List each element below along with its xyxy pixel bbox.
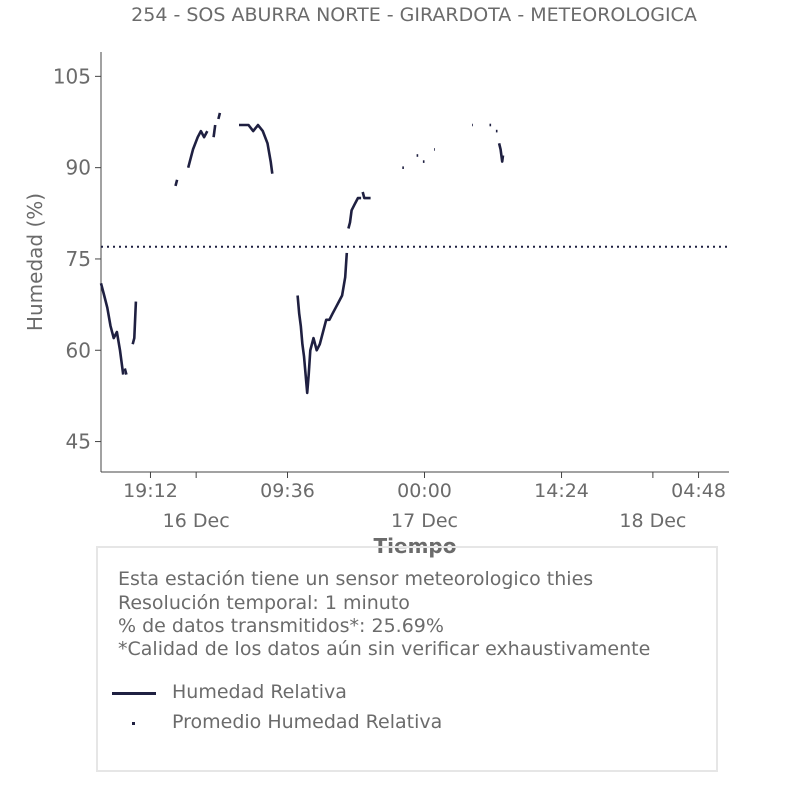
humidity-line-segment bbox=[347, 196, 362, 229]
humidity-line-segment bbox=[174, 179, 179, 187]
x-tick-time-label: 14:24 bbox=[534, 480, 589, 502]
info-box: Esta estación tiene un sensor meteorolog… bbox=[96, 546, 718, 772]
humidity-line-segment bbox=[131, 301, 138, 345]
legend-item-humedad: Humedad Relativa bbox=[112, 681, 672, 705]
info-sensor-text: Esta estación tiene un sensor meteorolog… bbox=[118, 568, 594, 590]
x-tick-date-label: 17 Dec bbox=[391, 510, 458, 532]
y-tick-label: 75 bbox=[66, 247, 91, 271]
legend-label-promedio: Promedio Humedad Relativa bbox=[172, 711, 443, 733]
humidity-line-segment bbox=[239, 123, 274, 174]
humidity-line-segment bbox=[186, 129, 209, 169]
legend-item-promedio: Promedio Humedad Relativa bbox=[112, 711, 672, 735]
x-tick-time-label: 04:48 bbox=[671, 480, 726, 502]
legend-label-humedad: Humedad Relativa bbox=[172, 681, 347, 703]
chart-title: 254 - SOS ABURRA NORTE - GIRARDOTA - MET… bbox=[131, 4, 697, 26]
humidity-line-segment bbox=[123, 368, 128, 375]
legend-line-swatch bbox=[112, 692, 156, 695]
legend-dot-swatch bbox=[132, 722, 135, 725]
y-axis-label: Humedad (%) bbox=[23, 193, 47, 331]
info-resolution-text: Resolución temporal: 1 minuto bbox=[118, 592, 410, 614]
humidity-line-segment bbox=[497, 142, 505, 163]
humidity-line-segment bbox=[361, 191, 371, 200]
y-tick-label: 105 bbox=[53, 64, 91, 88]
humidity-line-segment bbox=[99, 282, 125, 375]
x-tick-time-label: 19:12 bbox=[123, 480, 178, 502]
y-tick-label: 60 bbox=[66, 338, 91, 362]
x-tick-time-label: 00:00 bbox=[397, 480, 452, 502]
humidity-line-segment bbox=[212, 124, 217, 138]
y-tick-label: 90 bbox=[66, 156, 91, 180]
x-tick-date-label: 16 Dec bbox=[163, 510, 230, 532]
x-tick-time-label: 09:36 bbox=[260, 480, 315, 502]
info-transmitted-text: % de datos transmitidos*: 25.69% bbox=[118, 615, 444, 637]
x-tick-date-label: 18 Dec bbox=[619, 510, 686, 532]
y-tick-label: 45 bbox=[66, 430, 91, 454]
info-quality-note: *Calidad de los datos aún sin verificar … bbox=[118, 638, 651, 660]
humidity-line-segment bbox=[217, 112, 222, 120]
humidity-line-segment bbox=[296, 252, 349, 395]
